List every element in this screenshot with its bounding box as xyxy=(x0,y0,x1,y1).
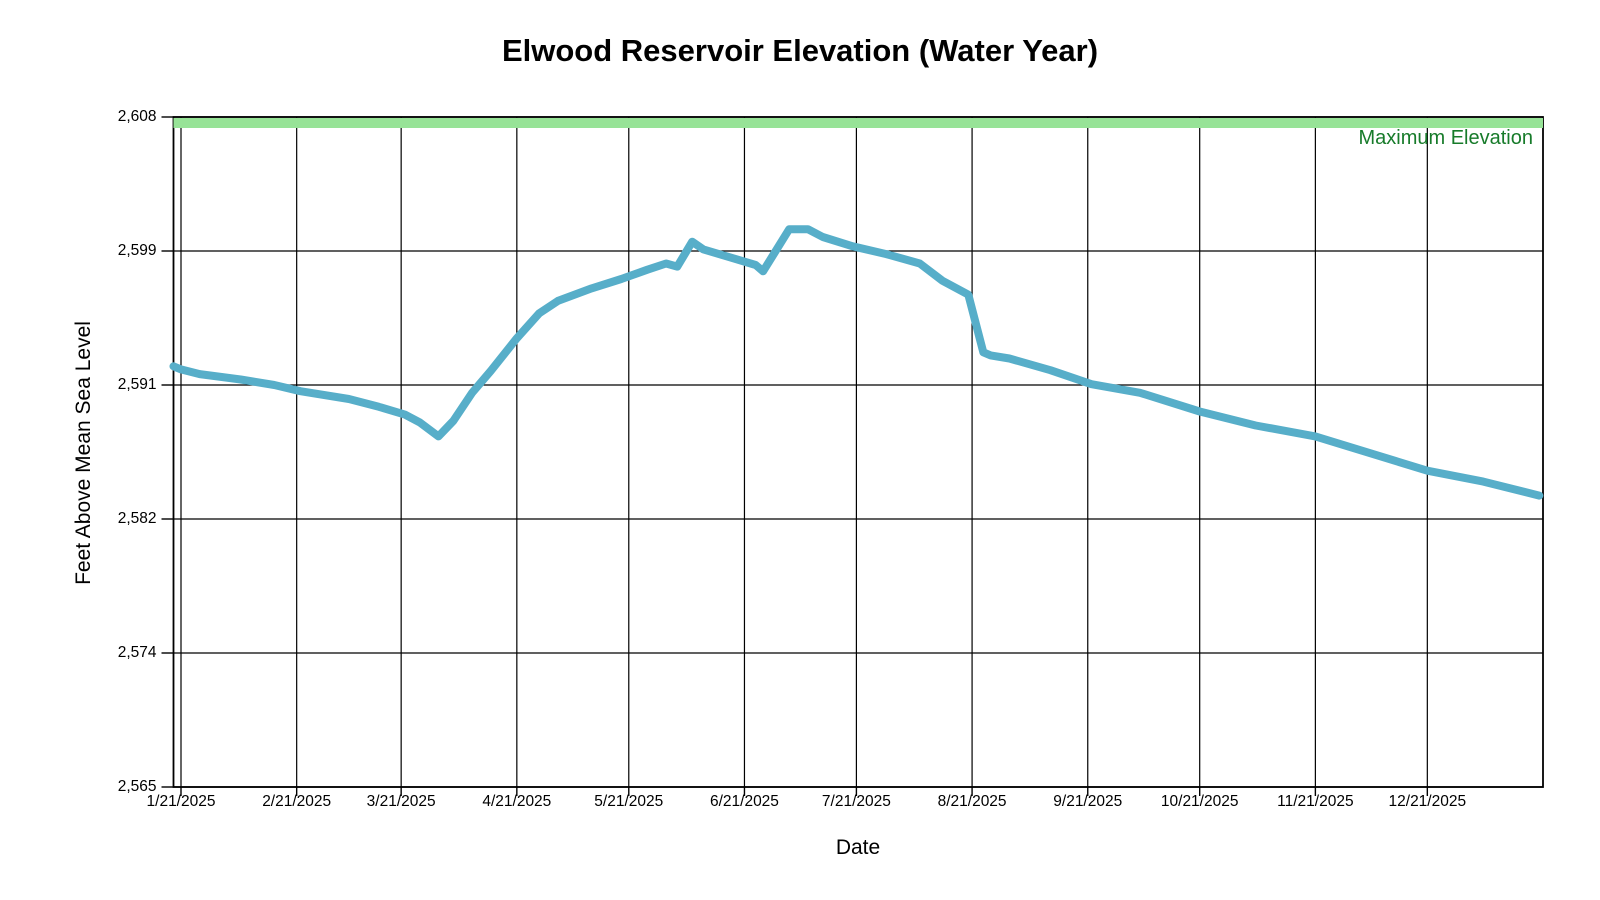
elevation-series-line xyxy=(169,225,1544,500)
plot-frame xyxy=(172,116,1544,788)
y-tick-label: 2,574 xyxy=(117,643,157,661)
x-tick-label: 7/21/2025 xyxy=(821,793,891,810)
y-tick-label: 2,582 xyxy=(117,509,157,527)
x-axis-title: Date xyxy=(835,836,881,859)
chart-title: Elwood Reservoir Elevation (Water Year) xyxy=(501,33,1099,68)
x-tick-label: 10/21/2025 xyxy=(1160,793,1239,810)
x-tick-label: 5/21/2025 xyxy=(594,793,664,810)
y-tick-label: 2,591 xyxy=(117,375,157,393)
x-tick-label: 4/21/2025 xyxy=(482,793,552,810)
x-tick-label: 11/21/2025 xyxy=(1277,793,1354,810)
y-tick-label: 2,565 xyxy=(117,777,157,795)
x-tick-label: 2/21/2025 xyxy=(262,793,332,810)
x-tick-label: 8/21/2025 xyxy=(937,793,1007,810)
x-tick-label: 12/21/2025 xyxy=(1388,793,1467,810)
x-tick-label: 1/21/2025 xyxy=(146,793,216,810)
x-tick-label: 9/21/2025 xyxy=(1053,793,1123,810)
x-tick-label: 6/21/2025 xyxy=(709,793,779,810)
y-tick-label: 2,599 xyxy=(117,241,157,259)
max-elevation-label: Maximum Elevation xyxy=(1358,127,1533,149)
x-tick-label: 3/21/2025 xyxy=(366,793,436,810)
y-tick-label: 2,608 xyxy=(117,107,157,125)
y-axis-title: Feet Above Mean Sea Level xyxy=(72,321,95,585)
